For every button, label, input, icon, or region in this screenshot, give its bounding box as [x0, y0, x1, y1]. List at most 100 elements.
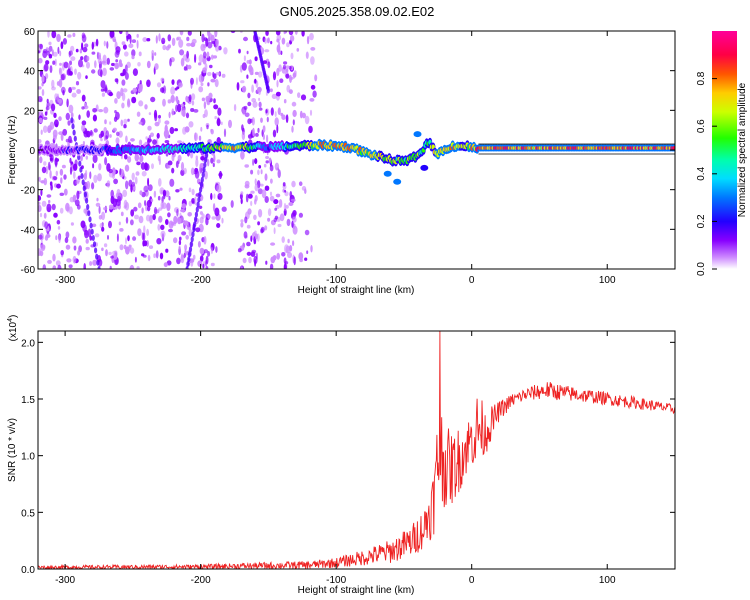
noise-speck: [265, 109, 268, 114]
noise-speck: [292, 225, 298, 235]
noise-streak: [200, 176, 204, 183]
noise-speck: [265, 260, 268, 265]
noise-speck: [233, 104, 237, 112]
noise-speck: [214, 31, 218, 38]
noise-speck: [162, 98, 166, 107]
noise-streak: [88, 216, 92, 223]
noise-speck: [210, 192, 213, 201]
noise-speck: [160, 189, 164, 194]
noise-speck: [135, 171, 140, 176]
noise-speck: [304, 115, 310, 125]
noise-speck: [103, 207, 108, 211]
noise-speck: [62, 128, 68, 136]
svg-text:(x104): (x104): [7, 315, 19, 342]
noise-speck: [291, 125, 294, 133]
noise-speck: [68, 264, 73, 269]
noise-speck: [158, 114, 161, 119]
noise-speck: [254, 195, 258, 202]
noise-speck: [183, 66, 187, 71]
noise-speck: [213, 154, 216, 163]
noise-speck: [137, 62, 141, 67]
noise-speck: [146, 79, 151, 88]
noise-speck: [178, 245, 181, 250]
noise-speck: [273, 227, 276, 235]
x-tick-label: 0: [469, 275, 475, 286]
noise-speck: [286, 42, 290, 48]
noise-speck: [201, 97, 206, 102]
noise-speck: [146, 199, 152, 208]
noise-speck: [160, 77, 165, 82]
noise-speck: [308, 125, 313, 134]
noise-speck: [125, 216, 129, 224]
noise-speck: [291, 101, 297, 107]
noise-speck: [47, 259, 52, 264]
noise-speck: [261, 189, 267, 199]
noise-speck: [292, 109, 297, 118]
noise-speck: [69, 157, 72, 164]
noise-speck: [93, 174, 98, 184]
noise-speck: [65, 244, 71, 250]
noise-speck: [96, 197, 99, 202]
noise-speck: [246, 74, 249, 79]
snr-ylabel: SNR (10 * v/v): [7, 418, 18, 482]
noise-speck: [254, 178, 257, 186]
noise-speck: [127, 118, 130, 122]
noise-speck: [153, 190, 157, 198]
noise-speck: [210, 54, 214, 60]
noise-speck: [300, 94, 307, 101]
noise-speck: [131, 172, 135, 181]
noise-speck: [92, 154, 98, 163]
noise-speck: [115, 59, 119, 63]
noise-speck: [109, 121, 112, 125]
noise-speck: [161, 37, 166, 45]
noise-speck: [112, 127, 118, 132]
noise-speck: [258, 101, 262, 108]
noise-speck: [47, 31, 50, 38]
noise-speck: [98, 109, 104, 113]
noise-streak: [80, 173, 84, 179]
noise-speck: [125, 246, 130, 255]
noise-speck: [291, 180, 296, 188]
noise-speck: [202, 263, 205, 269]
noise-speck: [110, 255, 114, 259]
noise-speck: [125, 180, 129, 190]
noise-streak: [185, 266, 189, 269]
noise-speck: [103, 40, 106, 47]
noise-speck: [38, 176, 41, 182]
y-tick-label: 0.5: [21, 508, 35, 519]
noise-speck: [269, 164, 274, 172]
noise-speck: [117, 195, 121, 203]
noise-speck: [154, 52, 157, 56]
noise-speck: [178, 82, 183, 88]
noise-streak: [199, 186, 203, 193]
noise-speck: [43, 161, 47, 166]
noise-speck: [177, 154, 182, 162]
carrier-side-blob: [383, 170, 392, 177]
noise-speck: [91, 223, 97, 228]
noise-speck: [215, 39, 220, 46]
noise-speck: [62, 38, 67, 45]
noise-speck: [144, 104, 148, 110]
noise-speck: [310, 56, 315, 65]
noise-speck: [262, 134, 265, 141]
noise-speck: [100, 138, 103, 142]
noise-speck: [155, 250, 159, 259]
noise-streak: [85, 197, 89, 204]
noise-speck: [143, 185, 149, 193]
noise-speck: [154, 121, 160, 127]
noise-speck: [258, 165, 262, 169]
snr-plot-area: [38, 331, 675, 569]
noise-speck: [100, 80, 106, 89]
noise-streak: [95, 253, 99, 260]
noise-speck: [241, 62, 247, 71]
noise-speck: [81, 42, 84, 50]
noise-speck: [184, 244, 188, 251]
colorbar: 0.0 0.2 0.4 0.6 0.8 Normalized spectral ampl…: [696, 31, 748, 276]
noise-speck: [251, 84, 255, 93]
noise-speck: [212, 162, 215, 168]
noise-speck: [73, 171, 76, 179]
noise-speck: [106, 180, 111, 188]
noise-speck: [75, 81, 80, 86]
noise-speck: [204, 170, 208, 180]
